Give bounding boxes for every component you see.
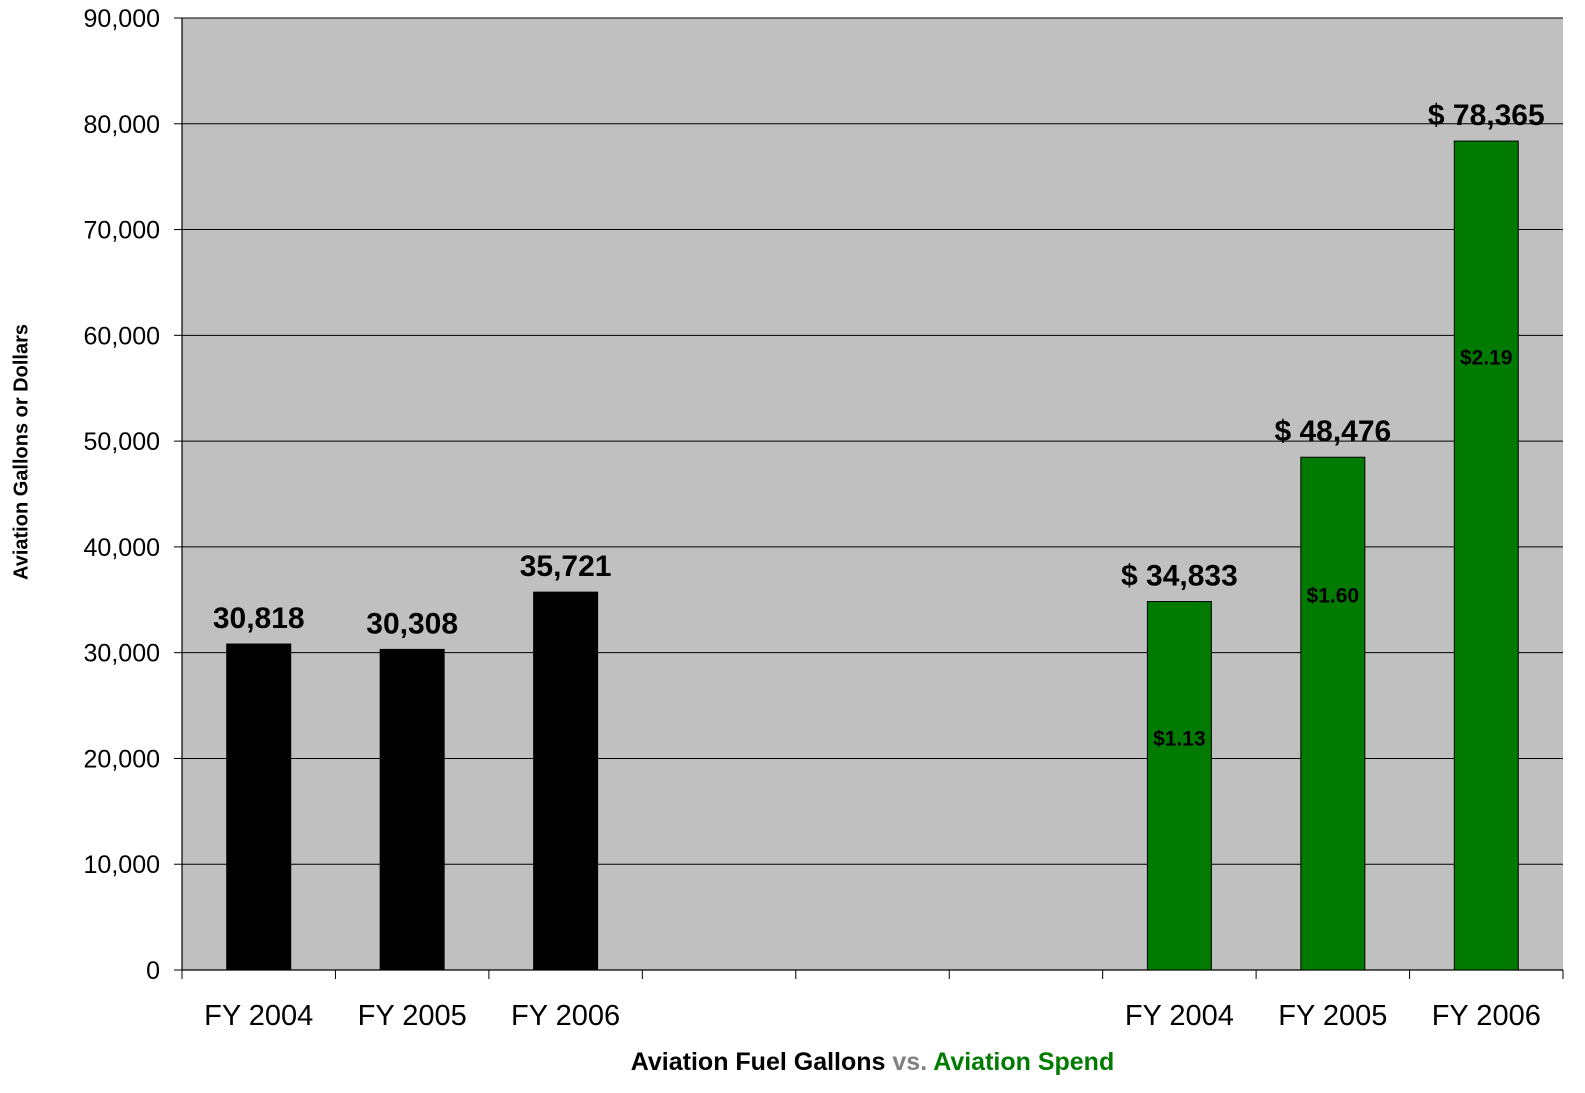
bar-inner-label: $1.13 xyxy=(1153,727,1206,750)
x-axis-title-vs: vs. xyxy=(892,1048,928,1076)
y-tick-label: 50,000 xyxy=(84,428,160,456)
y-tick-label: 20,000 xyxy=(84,745,160,773)
y-tick-label: 90,000 xyxy=(84,5,160,33)
x-tick-label: FY 2005 xyxy=(358,1000,467,1032)
x-axis-title-gallons: Aviation Fuel Gallons xyxy=(630,1048,886,1076)
bar-inner-label: $2.19 xyxy=(1460,346,1513,369)
x-tick-label: FY 2005 xyxy=(1278,1000,1387,1032)
bar-value-label: $ 48,476 xyxy=(1274,415,1391,448)
y-tick-label: 80,000 xyxy=(84,111,160,139)
x-tick-label: FY 2006 xyxy=(511,1000,620,1032)
x-axis-title-spend: Aviation Spend xyxy=(933,1048,1115,1076)
x-axis-title: Aviation Fuel Gallons vs. Aviation Spend xyxy=(0,1048,1585,1077)
bar-value-label: 35,721 xyxy=(520,550,612,583)
bar xyxy=(379,648,445,971)
y-tick-label: 70,000 xyxy=(84,217,160,245)
y-tick-label: 10,000 xyxy=(84,851,160,879)
bar-inner-label: $1.60 xyxy=(1307,584,1360,607)
bar xyxy=(1453,140,1519,971)
y-tick-label: 60,000 xyxy=(84,322,160,350)
bar-value-label: $ 34,833 xyxy=(1121,560,1238,593)
y-tick-label: 40,000 xyxy=(84,534,160,562)
bar xyxy=(226,643,292,971)
x-tick-label: FY 2006 xyxy=(1432,1000,1541,1032)
bar xyxy=(533,591,599,971)
bar-value-label: 30,818 xyxy=(213,602,305,635)
x-tick-label: FY 2004 xyxy=(1125,1000,1234,1032)
bar-value-label: $ 78,365 xyxy=(1428,99,1545,132)
y-tick-label: 30,000 xyxy=(84,640,160,668)
y-tick-label: 0 xyxy=(146,957,160,985)
bar-value-label: 30,308 xyxy=(366,607,458,640)
x-tick-label: FY 2004 xyxy=(204,1000,313,1032)
bar xyxy=(1300,456,1366,971)
y-axis-label: Aviation Gallons or Dollars xyxy=(10,324,33,580)
bar xyxy=(1146,601,1212,971)
